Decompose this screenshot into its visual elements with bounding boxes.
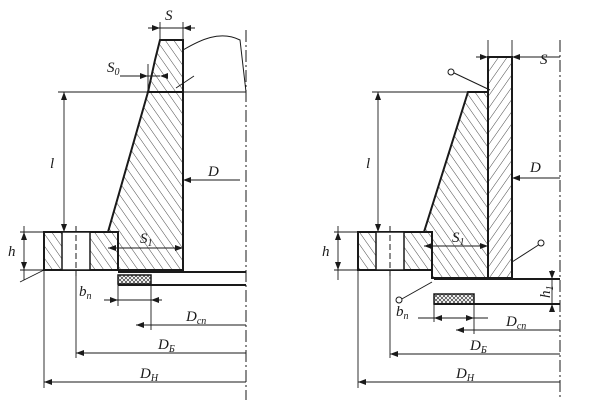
right-label-dn: DН bbox=[455, 366, 475, 384]
right-hub-section bbox=[422, 91, 489, 279]
left-label-l: l bbox=[50, 156, 54, 172]
right-gasket bbox=[433, 293, 475, 305]
right-label-d: D bbox=[529, 160, 541, 176]
right-flange-view: S l D S1 h h1 bп Dсп DБ DН bbox=[322, 40, 561, 400]
right-label-l: l bbox=[366, 156, 370, 172]
left-label-dsp: Dсп bbox=[185, 309, 206, 327]
left-pipe-wall bbox=[146, 39, 184, 93]
left-flange-view: S S0 l D S1 h bп Dсп DБ DН bbox=[8, 8, 247, 400]
right-label-s1: S1 bbox=[452, 230, 465, 248]
right-label-bn: bп bbox=[396, 304, 409, 322]
left-label-bn: bп bbox=[79, 284, 92, 302]
right-label-h: h bbox=[322, 244, 330, 260]
right-label-s: S bbox=[540, 52, 548, 68]
left-label-s0: S0 bbox=[107, 60, 120, 78]
left-label-db: DБ bbox=[157, 337, 175, 355]
right-pipe-wall bbox=[487, 56, 513, 279]
left-label-s: S bbox=[165, 8, 173, 24]
left-label-s1: S1 bbox=[140, 231, 153, 249]
right-label-db: DБ bbox=[469, 338, 487, 356]
left-label-d: D bbox=[207, 164, 219, 180]
left-label-dn: DН bbox=[139, 366, 159, 384]
right-label-dsp: Dсп bbox=[505, 314, 526, 332]
left-label-h: h bbox=[8, 244, 16, 260]
right-label-h1: h1 bbox=[538, 286, 556, 299]
left-gasket bbox=[117, 274, 152, 285]
